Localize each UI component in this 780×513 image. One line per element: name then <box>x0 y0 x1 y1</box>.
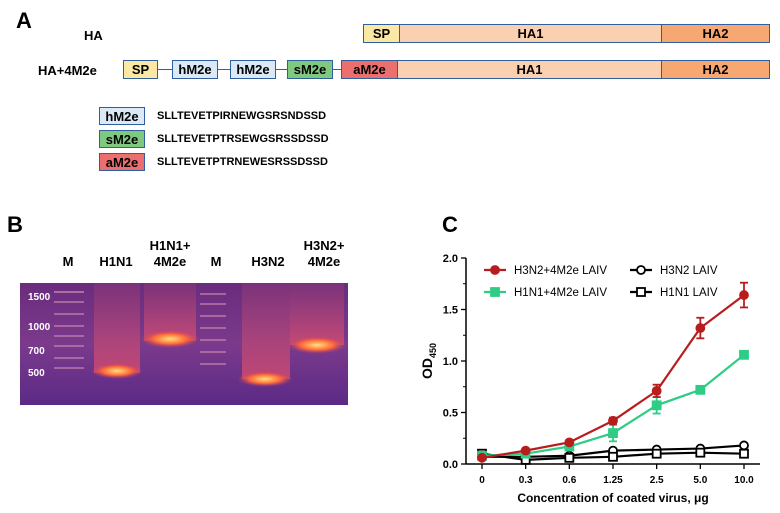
x-axis-label: Concentration of coated virus, μg <box>517 491 708 505</box>
lane-label-m2: M <box>210 254 222 269</box>
band-h3n2-4m2e <box>287 336 347 354</box>
y-tick-label: 0.0 <box>443 459 458 471</box>
data-point <box>651 400 662 411</box>
series-h1n1-4m2e-laiv <box>477 349 749 461</box>
segment-ha1-ha: HA1 <box>399 24 662 43</box>
data-point <box>739 448 749 459</box>
data-point <box>651 448 662 459</box>
x-tick-label: 0.3 <box>519 475 533 486</box>
segment-hm2e-1: hM2e <box>172 60 218 79</box>
segment-hm2e-2: hM2e <box>230 60 276 79</box>
lane-label-m1: M <box>62 254 74 269</box>
legend-entry: H3N2+4M2e LAIV <box>484 265 607 277</box>
data-point <box>564 452 575 463</box>
legend-tag-hm2e: hM2e <box>99 107 145 125</box>
data-point <box>520 445 531 456</box>
legend-tag-am2e: aM2e <box>99 153 145 171</box>
x-tick-label: 10.0 <box>734 475 754 486</box>
segment-sm2e: sM2e <box>287 60 333 79</box>
od450-line-chart: 0.0 0.5 1.0 1.5 2.0 0 0.3 0.6 1.25 2.5 5.0 10.0 Conc… <box>420 253 760 505</box>
x-tick-label: 0 <box>479 475 485 486</box>
panel-c-letter: C <box>442 212 458 237</box>
x-tick-label: 2.5 <box>650 475 664 486</box>
legend-seq-sm2e: SLLTEVETPTRSEWGSRSSDSSD <box>157 133 329 145</box>
legend-tag-sm2e: sM2e <box>99 130 145 148</box>
y-tick-label: 1.0 <box>443 356 458 368</box>
y-tick-label: 1.5 <box>443 305 458 317</box>
legend-entry: H3N2 LAIV <box>630 265 718 277</box>
data-point <box>695 323 706 333</box>
band-h1n1-4m2e <box>140 330 200 348</box>
x-tick-label: 5.0 <box>693 475 707 486</box>
segment-am2e: aM2e <box>341 60 398 79</box>
segment-ha1-ha4m2e: HA1 <box>397 60 662 79</box>
legend-label: H3N2+4M2e LAIV <box>514 265 607 277</box>
lane-label-h3n2-4m2e: H3N2+ 4M2e <box>303 238 345 269</box>
data-point <box>739 349 749 360</box>
data-point <box>695 447 706 458</box>
legend-seq-am2e: SLLTEVETPTRNEWESRSSDSSD <box>157 156 328 168</box>
panel-b-letter: B <box>7 212 23 237</box>
data-point <box>739 290 749 300</box>
lane-smear-h3n2-4m2e <box>290 283 344 345</box>
lane-smear-h1n1 <box>94 283 140 373</box>
band-h1n1 <box>91 363 143 379</box>
panel-a-letter: A <box>16 8 32 33</box>
data-point <box>739 440 749 451</box>
segment-sp-ha: SP <box>363 24 400 43</box>
marker-label-1000: 1000 <box>28 322 51 333</box>
legend-marker <box>490 287 500 297</box>
data-point <box>477 452 487 463</box>
y-tick-label: 0.5 <box>443 408 458 420</box>
lane-label-h1n1: H1N1 <box>99 254 133 269</box>
series-h3n2-4m2e-laiv <box>477 281 749 463</box>
legend-label: H1N1 LAIV <box>660 287 718 299</box>
data-point <box>651 385 662 396</box>
y-axis-label: OD450 <box>420 343 438 379</box>
lane-smear-h3n2 <box>242 283 290 379</box>
data-point <box>608 451 618 462</box>
data-point <box>564 437 575 448</box>
x-tick-label: 1.25 <box>603 475 623 486</box>
row-label-ha: HA <box>84 28 103 43</box>
lane-label-h1n1-4m2e: H1N1+ 4M2e <box>149 238 191 269</box>
data-point <box>608 415 618 426</box>
gel-image <box>20 283 348 405</box>
segment-ha2-ha: HA2 <box>661 24 770 43</box>
data-point <box>695 384 706 395</box>
y-tick-label: 2.0 <box>443 253 458 265</box>
legend-marker <box>636 287 646 297</box>
legend-marker <box>490 265 500 275</box>
legend-label: H3N2 LAIV <box>660 265 718 277</box>
x-tick-label: 0.6 <box>562 475 576 486</box>
marker-ladder-1 <box>54 291 84 369</box>
band-h3n2 <box>237 371 293 387</box>
legend-label: H1N1+4M2e LAIV <box>514 287 607 299</box>
lane-label-h3n2: H3N2 <box>251 254 285 269</box>
marker-label-500: 500 <box>28 368 45 379</box>
legend-seq-hm2e: SLLTEVETPIRNEWGSRSNDSSD <box>157 110 327 122</box>
legend-marker <box>636 265 646 275</box>
marker-ladder-2 <box>200 293 226 365</box>
legend-entry: H1N1+4M2e LAIV <box>484 287 607 299</box>
data-point <box>608 428 618 439</box>
marker-label-700: 700 <box>28 346 45 357</box>
segment-sp-ha4m2e: SP <box>123 60 158 79</box>
legend-entry: H1N1 LAIV <box>630 287 718 299</box>
marker-label-1500: 1500 <box>28 292 51 303</box>
segment-ha2-ha4m2e: HA2 <box>661 60 770 79</box>
row-label-ha-4m2e: HA+4M2e <box>38 63 97 78</box>
